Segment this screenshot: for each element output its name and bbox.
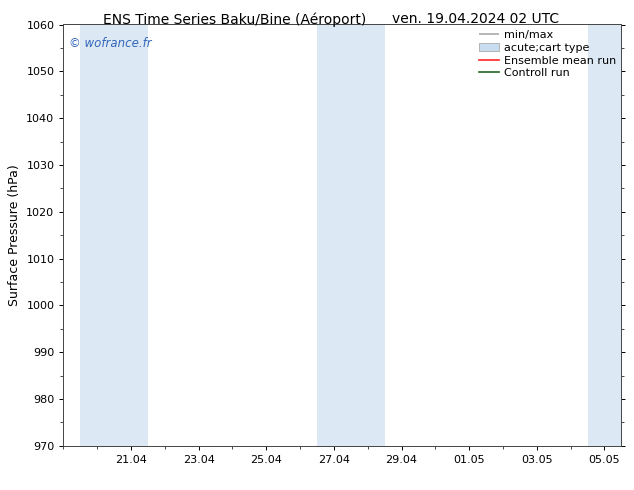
Legend: min/max, acute;cart type, Ensemble mean run, Controll run: min/max, acute;cart type, Ensemble mean … (477, 28, 618, 81)
Bar (588, 24, 621, 446)
Text: ven. 19.04.2024 02 UTC: ven. 19.04.2024 02 UTC (392, 12, 559, 26)
Text: © wofrance.fr: © wofrance.fr (69, 37, 152, 50)
Bar (317, 24, 385, 446)
Bar (81, 24, 148, 446)
Text: ENS Time Series Baku/Bine (Aéroport): ENS Time Series Baku/Bine (Aéroport) (103, 12, 366, 27)
Y-axis label: Surface Pressure (hPa): Surface Pressure (hPa) (8, 164, 21, 306)
